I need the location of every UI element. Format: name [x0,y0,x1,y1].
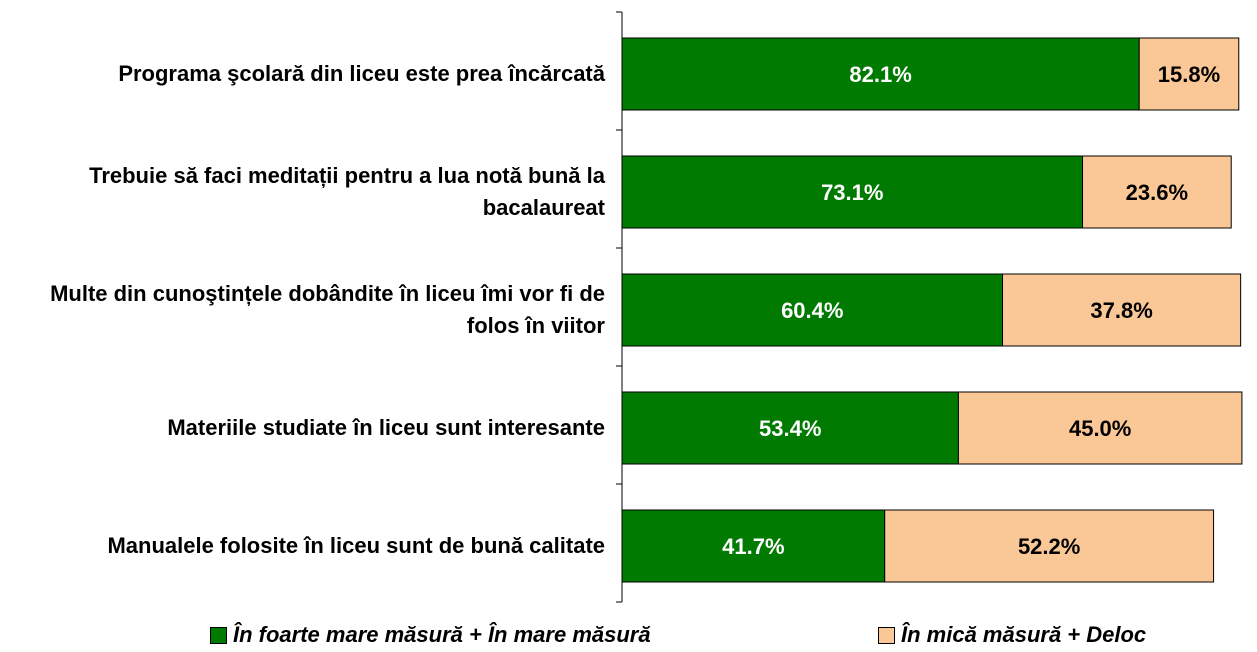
category-label: Multe din cunoştințele dobândite în lice… [50,281,605,338]
bar-segment [884,509,1215,583]
value-label: 53.4% [759,416,821,441]
legend-label: În foarte mare măsură + În mare măsură [233,622,651,647]
legend-item: În foarte mare măsură + În mare măsură [210,622,651,648]
value-label: 41.7% [722,534,784,559]
value-label: 73.1% [821,180,883,205]
bar-segment [621,509,886,583]
bar-segment [621,273,1004,347]
value-label: 82.1% [849,62,911,87]
bar-segment [1082,155,1232,229]
bar-segment [621,155,1084,229]
value-label: 23.6% [1126,180,1188,205]
legend-swatch [210,626,227,644]
legend-swatch [878,626,895,644]
category-label: Trebuie să faci meditații pentru a lua n… [89,163,605,220]
value-label: 52.2% [1018,534,1080,559]
bar-segment [1002,273,1242,347]
category-label: Manualele folosite în liceu sunt de bună… [107,533,605,558]
legend-label: În mică măsură + Deloc [901,622,1147,647]
category-label: Materiile studiate în liceu sunt interes… [167,415,605,440]
value-label: 15.8% [1158,62,1220,87]
value-label: 37.8% [1090,298,1152,323]
category-label: Programa şcolară din liceu este prea înc… [118,61,605,86]
legend-item: În mică măsură + Deloc [878,622,1146,648]
value-label: 60.4% [781,298,843,323]
bar-segment [957,391,1243,465]
bar-segment [1138,37,1240,111]
bar-segment [621,37,1140,111]
bar-segment [621,391,959,465]
value-label: 45.0% [1069,416,1131,441]
